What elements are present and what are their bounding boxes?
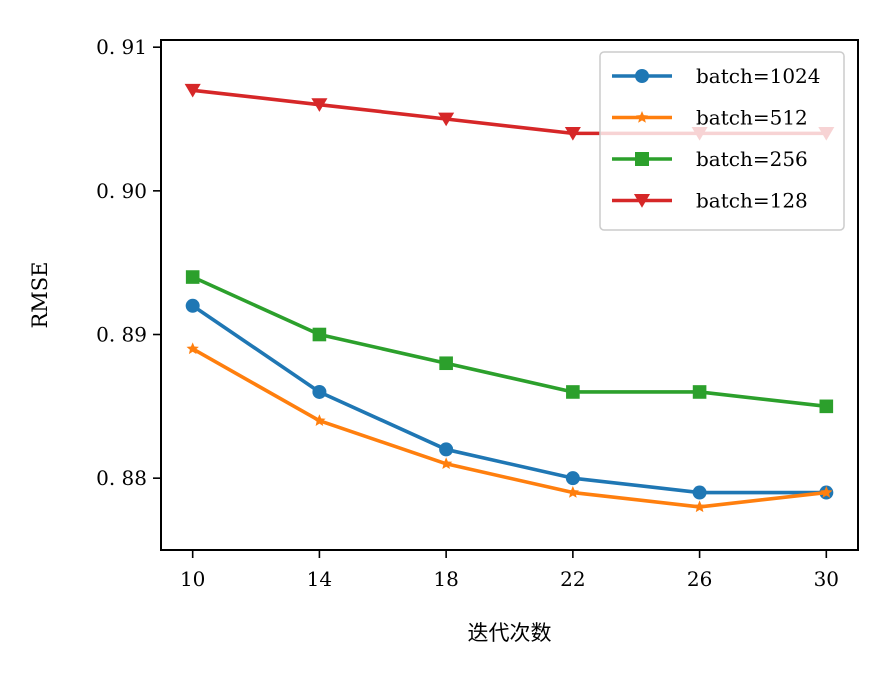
data-point	[693, 500, 706, 513]
data-point	[439, 442, 454, 457]
x-tick-label: 14	[307, 567, 332, 591]
legend-label: batch=256	[696, 147, 808, 171]
y-axis: 0. 88 0. 89 0. 90 0. 91	[96, 35, 161, 490]
legend-label: batch=128	[696, 189, 808, 213]
x-tick-label: 22	[560, 567, 585, 591]
data-point	[185, 298, 200, 313]
legend-label: batch=1024	[696, 64, 821, 88]
series-line	[191, 304, 827, 495]
series-line	[191, 347, 827, 509]
series-batch-1024	[185, 298, 834, 500]
data-point	[312, 327, 327, 342]
x-tick-label: 18	[433, 567, 458, 591]
data-point	[819, 399, 834, 414]
data-point	[566, 385, 580, 399]
x-axis-label: 迭代次数	[468, 621, 552, 645]
legend: batch=1024 batch=512 batch=256 batch=128	[599, 51, 845, 231]
y-tick-label: 0. 89	[96, 323, 147, 347]
data-point	[313, 414, 326, 426]
data-point	[692, 485, 707, 500]
data-point	[564, 126, 581, 141]
legend-box	[599, 51, 845, 231]
data-point	[185, 270, 200, 284]
x-tick-label: 26	[687, 567, 712, 591]
data-point	[692, 385, 707, 399]
legend-item: batch=1024	[612, 64, 821, 88]
legend-marker	[635, 111, 649, 123]
series-layer	[184, 83, 835, 513]
x-tick-label: 10	[180, 567, 205, 591]
data-point	[184, 83, 201, 98]
y-tick-label: 0. 90	[96, 179, 147, 203]
data-point	[566, 486, 580, 498]
legend-item: batch=128	[612, 189, 808, 213]
series-line	[191, 275, 827, 409]
y-axis-label: RMSE	[28, 261, 52, 328]
legend-item: batch=256	[612, 147, 808, 171]
series-batch-256	[185, 270, 834, 414]
data-point	[565, 471, 580, 486]
series-batch-512	[186, 342, 833, 513]
legend-marker	[635, 69, 649, 83]
data-point	[186, 342, 199, 355]
y-tick-label: 0. 88	[96, 466, 147, 490]
x-tick-label: 30	[814, 567, 839, 591]
legend-marker	[635, 152, 649, 166]
y-tick-label: 0. 91	[96, 35, 147, 59]
data-point	[311, 98, 328, 112]
data-point	[312, 384, 327, 399]
legend-label: batch=512	[696, 106, 808, 130]
legend-item: batch=512	[612, 106, 808, 130]
data-point	[439, 457, 453, 470]
legend-marker	[633, 194, 651, 208]
data-point	[820, 486, 833, 498]
x-axis: 10 14 18 22 26 30	[180, 550, 839, 591]
plot-frame	[160, 39, 859, 551]
data-point	[439, 356, 453, 371]
data-point	[438, 112, 455, 127]
